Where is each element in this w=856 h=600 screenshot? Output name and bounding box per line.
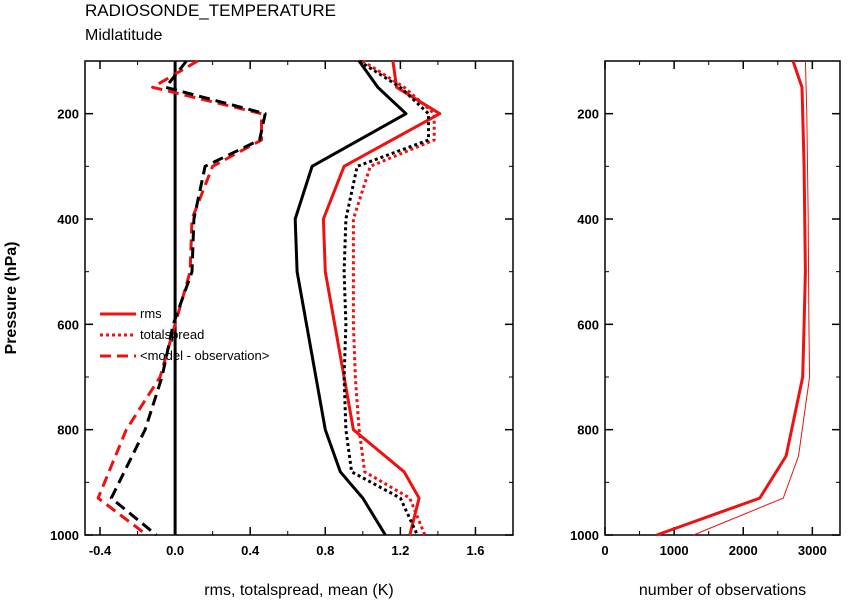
y-tick-label: 200 — [577, 107, 599, 122]
y-tick-label: 800 — [577, 423, 599, 438]
x-tick-label: 0.4 — [241, 543, 260, 558]
legend: rms totalspread <model - observation> — [100, 306, 269, 363]
right-x-axis-label: number of observations — [639, 582, 806, 599]
mean-control-line — [109, 60, 267, 537]
x-tick-label: 2000 — [729, 543, 758, 558]
totalspread-experiment-line — [351, 59, 436, 536]
x-tick-label: 3000 — [798, 543, 827, 558]
chart-title: RADIOSONDE_TEMPERATURE — [85, 1, 336, 20]
rms-control-line — [293, 60, 408, 536]
left-ticks: -0.4 0.0 0.4 0.8 1.2 1.6 200 400 600 800 1000 — [50, 60, 514, 558]
left-panel: -0.4 0.0 0.4 0.8 1.2 1.6 200 400 600 800 1000 rms t… — [3, 59, 514, 599]
y-tick-label: 400 — [57, 212, 79, 227]
x-tick-label: 1.6 — [466, 543, 484, 558]
obs-count-experiment-line — [693, 60, 811, 536]
x-tick-label: -0.4 — [89, 543, 112, 558]
y-axis-label: Pressure (hPa) — [3, 242, 20, 355]
x-tick-label: 0.8 — [316, 543, 334, 558]
obs-count-experiment-line — [656, 60, 807, 537]
y-tick-label: 800 — [57, 423, 79, 438]
legend-label: rms — [140, 306, 162, 321]
y-tick-label: 600 — [57, 317, 79, 332]
legend-label: <model - observation> — [140, 348, 269, 363]
y-tick-label: 1000 — [50, 528, 79, 543]
totalspread-control-line — [342, 59, 430, 536]
x-tick-label: 1.2 — [391, 543, 409, 558]
mean-experiment-line — [96, 59, 263, 537]
right-series — [656, 60, 811, 537]
y-tick-label: 400 — [577, 212, 599, 227]
y-tick-label: 1000 — [570, 528, 599, 543]
rms-experiment-line — [321, 60, 442, 536]
y-tick-label: 200 — [57, 107, 79, 122]
right-plot-frame — [604, 60, 841, 536]
left-plot-frame — [84, 60, 514, 536]
chart-subtitle: Midlatitude — [85, 27, 162, 44]
left-x-axis-label: rms, totalspread, mean (K) — [204, 582, 393, 599]
x-tick-label: 1000 — [660, 543, 689, 558]
x-tick-label: 0.0 — [166, 543, 184, 558]
y-tick-label: 600 — [577, 317, 599, 332]
legend-label: totalspread — [140, 327, 204, 342]
left-series — [96, 59, 442, 537]
x-tick-label: 0 — [601, 543, 608, 558]
